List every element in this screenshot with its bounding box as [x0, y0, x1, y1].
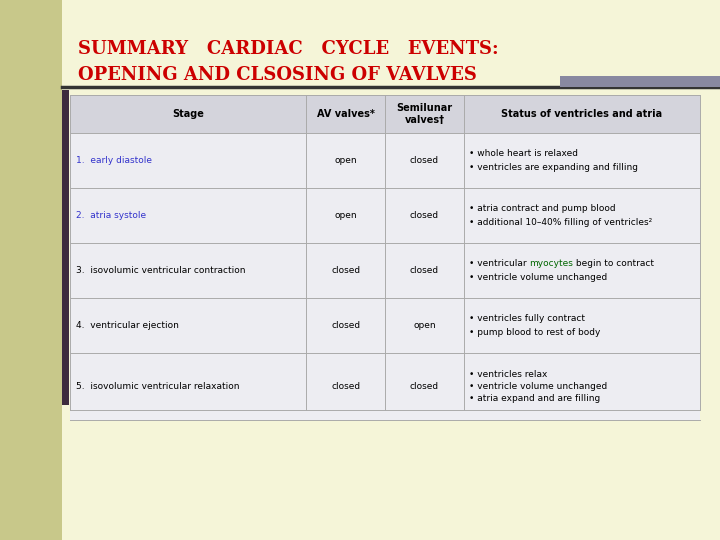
Text: 5.  isovolumic ventricular relaxation: 5. isovolumic ventricular relaxation [76, 382, 240, 391]
Text: open: open [334, 211, 357, 220]
Text: myocytes: myocytes [529, 259, 573, 268]
Text: • ventricles relax: • ventricles relax [469, 370, 547, 379]
Text: 4.  ventricular ejection: 4. ventricular ejection [76, 321, 179, 330]
Text: Semilunar
valves†: Semilunar valves† [396, 103, 452, 125]
Bar [70, 95, 700, 133]
Text: • atria expand and are filling: • atria expand and are filling [469, 394, 600, 403]
Text: • atria contract and pump blood: • atria contract and pump blood [469, 204, 616, 213]
Text: closed: closed [410, 382, 439, 391]
Text: SUMMARY   CARDIAC   CYCLE   EVENTS:: SUMMARY CARDIAC CYCLE EVENTS: [78, 40, 499, 58]
Text: begin to contract: begin to contract [573, 259, 654, 268]
Text: • ventricles fully contract: • ventricles fully contract [469, 314, 585, 323]
Text: open: open [413, 321, 436, 330]
Text: • ventricle volume unchanged: • ventricle volume unchanged [469, 382, 607, 391]
Text: 3.  isovolumic ventricular contraction: 3. isovolumic ventricular contraction [76, 266, 246, 275]
Text: • ventricle volume unchanged: • ventricle volume unchanged [469, 273, 607, 282]
Text: 2.  atria systole: 2. atria systole [76, 211, 146, 220]
Text: open: open [334, 156, 357, 165]
Text: • additional 10–40% filling of ventricles²: • additional 10–40% filling of ventricle… [469, 218, 652, 227]
Bar [70, 298, 700, 353]
Text: AV valves*: AV valves* [317, 109, 374, 119]
Text: 1.  early diastole: 1. early diastole [76, 156, 152, 165]
Bar [0, 0, 62, 540]
Text: • ventricles are expanding and filling: • ventricles are expanding and filling [469, 163, 638, 172]
Text: closed: closed [331, 382, 360, 391]
Text: • pump blood to rest of body: • pump blood to rest of body [469, 328, 600, 337]
Text: Stage: Stage [172, 109, 204, 119]
Text: closed: closed [331, 321, 360, 330]
Text: OPENING AND CLSOSING OF VAVLVES: OPENING AND CLSOSING OF VAVLVES [78, 66, 477, 84]
Bar [62, 90, 69, 405]
Text: closed: closed [410, 211, 439, 220]
Text: Status of ventricles and atria: Status of ventricles and atria [501, 109, 662, 119]
Bar [560, 76, 720, 87]
Bar [70, 133, 700, 188]
Text: closed: closed [331, 266, 360, 275]
Bar [70, 188, 700, 243]
Text: • whole heart is relaxed: • whole heart is relaxed [469, 149, 577, 158]
Bar [70, 243, 700, 298]
Text: • ventricular: • ventricular [469, 259, 529, 268]
Bar [70, 353, 700, 420]
Text: closed: closed [410, 266, 439, 275]
Text: closed: closed [410, 156, 439, 165]
